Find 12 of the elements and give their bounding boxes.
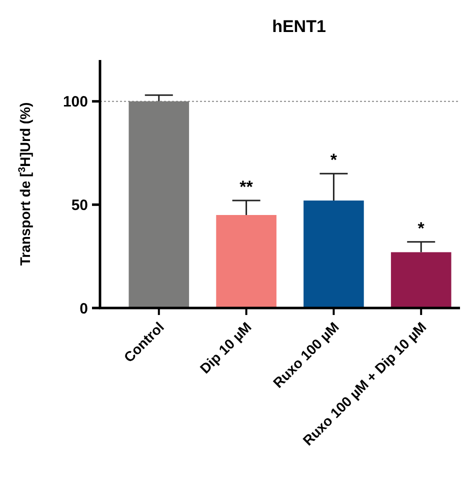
y-tick-label: 0 — [80, 300, 88, 318]
y-tick-label: 50 — [71, 196, 88, 214]
y-tick-label: 100 — [62, 94, 88, 111]
annotation: * — [330, 150, 338, 170]
annotation: * — [418, 218, 425, 238]
annotation: ** — [240, 178, 254, 197]
bar — [304, 200, 364, 308]
bar — [216, 215, 276, 308]
bar — [390, 252, 452, 308]
x-tick-label: Dip 10 µM — [196, 318, 254, 377]
bar — [128, 101, 190, 308]
chart-title: hENT1 — [272, 17, 326, 36]
